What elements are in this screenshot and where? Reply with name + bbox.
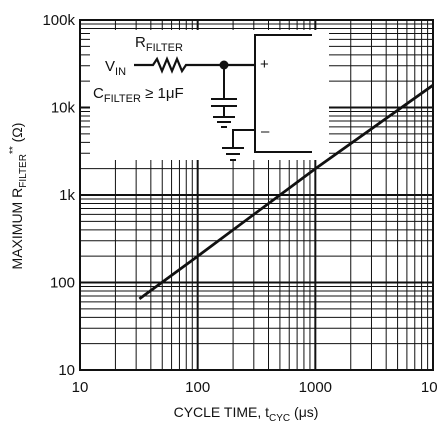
plot-border xyxy=(79,19,434,371)
y-axis-label-sup: ** xyxy=(8,146,19,154)
vin-main: V xyxy=(105,58,115,75)
y-tick-label: 1k xyxy=(59,187,75,204)
x-axis-label-sub: CYC xyxy=(269,413,290,424)
inset-background xyxy=(90,30,329,160)
y-tick-labels: 10 100 1k 10k 100k xyxy=(42,12,75,379)
minus-sign: – xyxy=(261,123,270,140)
cfilter-main: C xyxy=(93,85,104,102)
y-axis-label-main: MAXIMUM R xyxy=(9,188,25,270)
vin-label: VIN xyxy=(105,58,126,78)
plus-sign: + xyxy=(260,56,269,73)
cfilter-sub: FILTER xyxy=(104,93,141,105)
y-axis-label-sub: FILTER xyxy=(18,154,29,188)
series-line xyxy=(138,84,434,301)
filter-capacitor xyxy=(211,65,237,117)
cfilter-label: CFILTER ≥ 1μF xyxy=(93,85,184,105)
capacitor-ground-icon xyxy=(213,116,235,128)
x-tick-label: 1000 xyxy=(299,379,332,396)
x-tick-label: 10 xyxy=(72,379,89,396)
filter-resistor xyxy=(134,56,255,74)
y-tick-label: 100 xyxy=(50,275,75,292)
circuit-inset: VIN RFILTER CFILTER ≥ 1μF xyxy=(90,30,329,161)
rfilter-label: RFILTER xyxy=(135,34,183,54)
x-tick-label: 10k xyxy=(421,379,438,396)
rfilter-sub: FILTER xyxy=(146,42,183,54)
rfilter-main: R xyxy=(135,34,146,51)
vin-sub: IN xyxy=(115,66,126,78)
x-axis-label: CYCLE TIME, tCYC (μs) xyxy=(174,404,319,424)
y-tick-label: 100k xyxy=(42,12,75,29)
x-tick-labels: 10 100 1000 10k xyxy=(72,379,438,396)
y-axis-label: MAXIMUM RFILTER** (Ω) xyxy=(8,123,29,270)
cfilter-rest: ≥ 1μF xyxy=(141,85,184,102)
y-axis-label-unit: (Ω) xyxy=(9,123,25,147)
y-tick-label: 10k xyxy=(51,100,76,117)
series-layer xyxy=(138,84,434,301)
x-tick-label: 100 xyxy=(185,379,210,396)
input-ground-icon xyxy=(222,129,255,161)
adc-input-bracket xyxy=(254,34,312,153)
x-axis-label-main: CYCLE TIME, t xyxy=(174,404,270,420)
x-axis-label-unit: (μs) xyxy=(290,404,318,420)
y-tick-label: 10 xyxy=(58,362,75,379)
